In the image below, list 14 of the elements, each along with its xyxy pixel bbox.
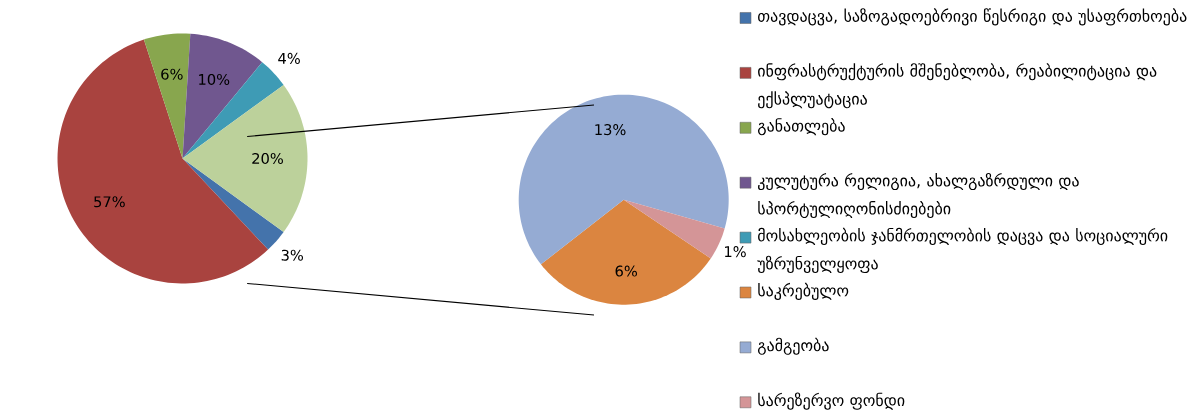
- legend-label: სარეზერვო ფონდი: [758, 392, 905, 410]
- data-label: 13%: [595, 124, 626, 136]
- data-label: 3%: [281, 249, 304, 261]
- data-label: 1%: [725, 246, 746, 258]
- data-label: 20%: [252, 152, 283, 165]
- legend-label: განათლება: [757, 118, 845, 136]
- data-label: 57%: [94, 196, 125, 208]
- data-label: 10%: [199, 73, 230, 86]
- data-label: 6%: [615, 265, 637, 277]
- data-label: 4%: [278, 52, 300, 64]
- legend-label: გამგეობა: [757, 337, 829, 355]
- data-label: 6%: [161, 68, 183, 80]
- legend-label: საკრებულო: [758, 282, 849, 300]
- legend-label: თავდაცვა, საზოგადოებრივი წესრიგი და უსაფრთხოება: [758, 8, 1187, 26]
